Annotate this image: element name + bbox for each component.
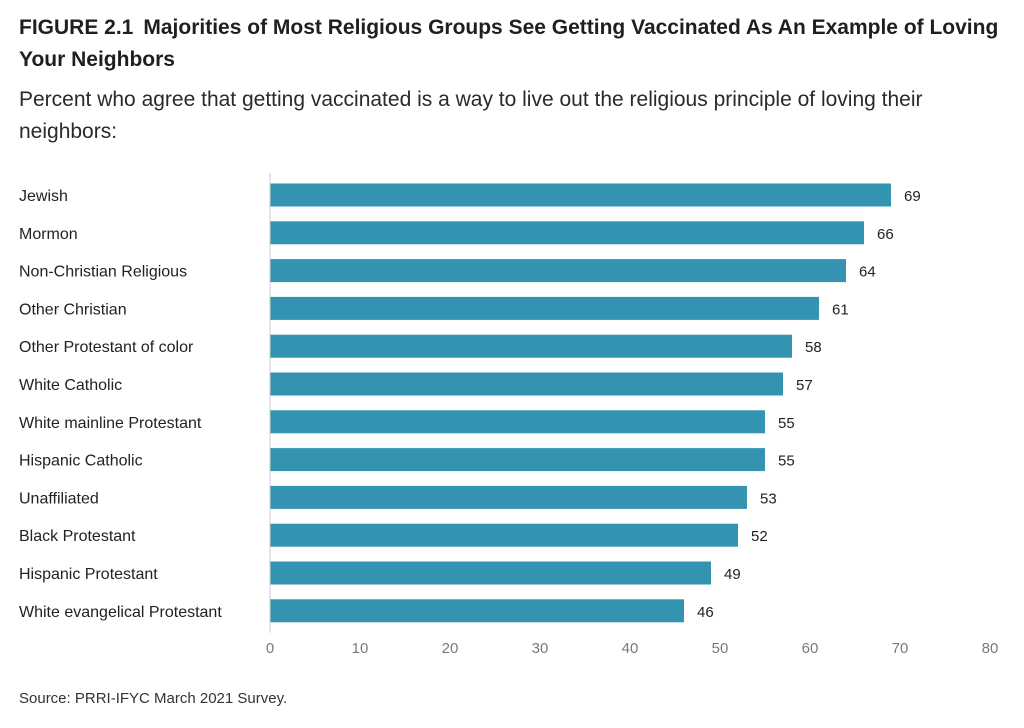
value-label: 66 bbox=[877, 226, 894, 243]
category-label: Hispanic Catholic bbox=[19, 453, 143, 470]
value-label: 52 bbox=[751, 528, 768, 545]
bar bbox=[270, 259, 846, 283]
figure-number: FIGURE 2.1 bbox=[19, 16, 134, 39]
category-label: Unaffiliated bbox=[19, 490, 99, 507]
bar bbox=[270, 372, 783, 396]
category-label: Non-Christian Religious bbox=[19, 264, 187, 281]
bar bbox=[270, 561, 711, 585]
value-label: 55 bbox=[778, 453, 795, 470]
bar bbox=[270, 485, 747, 509]
bar bbox=[270, 448, 765, 472]
value-label: 57 bbox=[796, 377, 813, 394]
bar bbox=[270, 296, 819, 320]
category-label: Other Protestant of color bbox=[19, 339, 194, 356]
bar bbox=[270, 599, 684, 623]
x-axis-ticks: 0 10 20 30 40 50 60 70 80 bbox=[266, 640, 999, 657]
x-tick-label: 70 bbox=[892, 640, 909, 657]
x-tick-label: 50 bbox=[712, 640, 729, 657]
figure-subtitle: Percent who agree that getting vaccinate… bbox=[19, 88, 923, 143]
value-label: 64 bbox=[859, 264, 876, 281]
bar bbox=[270, 410, 765, 434]
x-tick-label: 0 bbox=[266, 640, 274, 657]
category-label: White mainline Protestant bbox=[19, 415, 202, 432]
bar bbox=[270, 221, 864, 245]
labels-layer: Jewish 69 Mormon 66 Non-Christian Religious 6… bbox=[19, 188, 921, 621]
value-label: 61 bbox=[832, 301, 849, 318]
value-label: 55 bbox=[778, 415, 795, 432]
bar bbox=[270, 183, 891, 207]
bars-layer bbox=[270, 183, 891, 623]
value-label: 69 bbox=[904, 188, 921, 205]
category-label: Mormon bbox=[19, 226, 78, 243]
x-tick-label: 30 bbox=[532, 640, 549, 657]
bar bbox=[270, 523, 738, 547]
category-label: Hispanic Protestant bbox=[19, 566, 158, 583]
x-tick-label: 10 bbox=[352, 640, 369, 657]
category-label: White evangelical Protestant bbox=[19, 604, 222, 621]
category-label: Jewish bbox=[19, 188, 68, 205]
category-label: White Catholic bbox=[19, 377, 122, 394]
x-tick-label: 20 bbox=[442, 640, 459, 657]
x-tick-label: 40 bbox=[622, 640, 639, 657]
value-label: 46 bbox=[697, 604, 714, 621]
bar-chart: Jewish 69 Mormon 66 Non-Christian Religious 6… bbox=[19, 173, 999, 657]
category-label: Other Christian bbox=[19, 301, 127, 318]
source-note: Source: PRRI-IFYC March 2021 Survey. bbox=[19, 690, 288, 707]
x-tick-label: 60 bbox=[802, 640, 819, 657]
bar bbox=[270, 334, 792, 358]
x-tick-label: 80 bbox=[982, 640, 999, 657]
figure-title-text: Majorities of Most Religious Groups See … bbox=[19, 16, 999, 71]
value-label: 53 bbox=[760, 490, 777, 507]
category-label: Black Protestant bbox=[19, 528, 136, 545]
figure-title: FIGURE 2.1 Majorities of Most Religious G… bbox=[19, 12, 1009, 76]
value-label: 58 bbox=[805, 339, 822, 356]
value-label: 49 bbox=[724, 566, 741, 583]
